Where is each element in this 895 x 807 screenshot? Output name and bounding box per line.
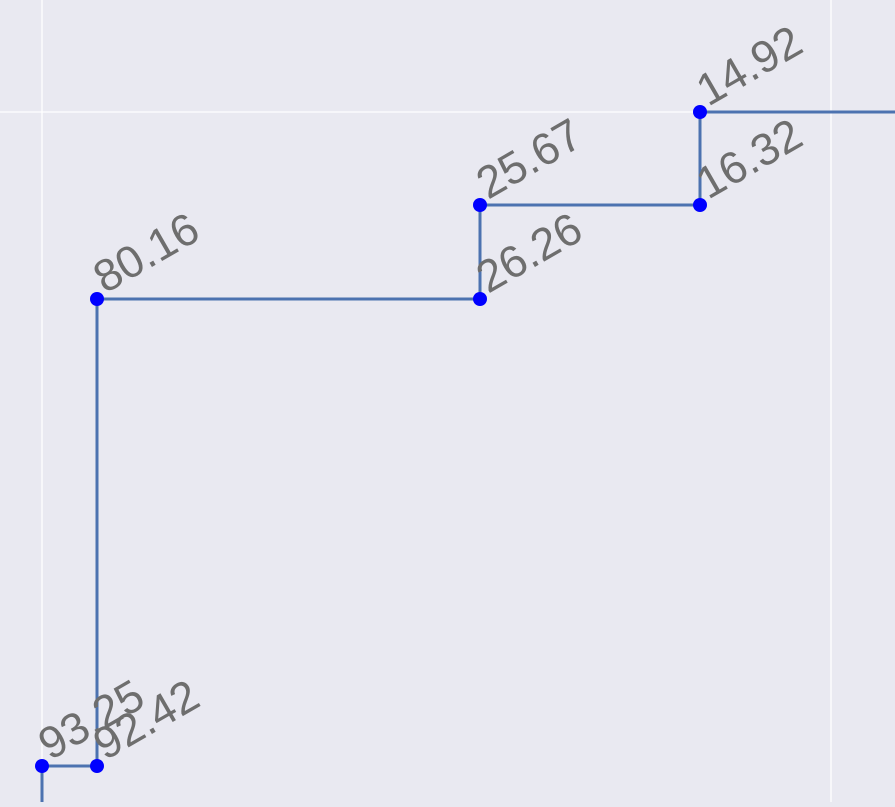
data-point [473, 198, 487, 212]
marker-layer [35, 105, 707, 773]
data-point [473, 292, 487, 306]
data-point [90, 292, 104, 306]
data-point [693, 105, 707, 119]
data-point [35, 759, 49, 773]
data-point [90, 759, 104, 773]
data-point [693, 198, 707, 212]
